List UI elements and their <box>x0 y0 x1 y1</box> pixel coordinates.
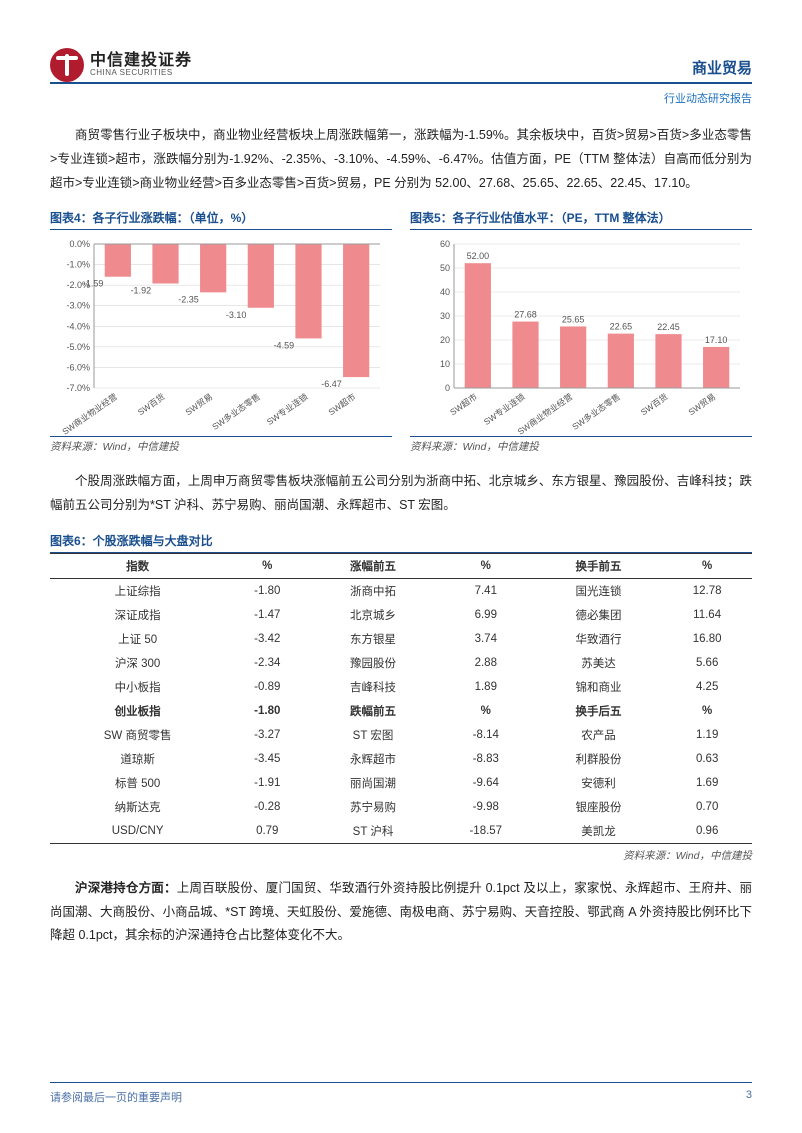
table-col-header: % <box>662 553 752 578</box>
svg-text:17.10: 17.10 <box>705 335 728 345</box>
svg-text:0.0%: 0.0% <box>69 239 90 249</box>
svg-text:SW专业连锁: SW专业连锁 <box>265 391 310 427</box>
svg-text:SW百货: SW百货 <box>136 391 167 417</box>
svg-text:-1.59: -1.59 <box>83 279 104 289</box>
svg-text:SW多业态零售: SW多业态零售 <box>210 392 262 432</box>
svg-text:-4.59: -4.59 <box>274 341 295 351</box>
chart4-svg: -7.0%-6.0%-5.0%-4.0%-3.0%-2.0%-1.0%0.0%-… <box>50 236 392 436</box>
chart4-title: 图表4：各子行业涨跌幅：（单位，%） <box>50 209 392 230</box>
logo-en: CHINA SECURITIES <box>90 69 192 78</box>
svg-text:25.65: 25.65 <box>562 315 585 325</box>
logo-block: 中信建投证券 CHINA SECURITIES <box>50 48 192 82</box>
paragraph-1: 商贸零售行业子板块中，商业物业经营板块上周涨跌幅第一，涨跌幅为-1.59%。其余… <box>50 124 752 195</box>
svg-text:20: 20 <box>440 335 450 345</box>
svg-text:-3.10: -3.10 <box>226 310 247 320</box>
svg-text:60: 60 <box>440 239 450 249</box>
table-row: 上证综指-1.80浙商中拓7.41国光连锁12.78 <box>50 578 752 603</box>
footer-left: 请参阅最后一页的重要声明 <box>50 1089 182 1105</box>
svg-text:SW商业物业经营: SW商业物业经营 <box>60 392 119 437</box>
paragraph-2: 个股周涨跌幅方面，上周申万商贸零售板块涨幅前五公司分别为浙商中拓、北京城乡、东方… <box>50 470 752 518</box>
chart4-source: 资料来源：Wind，中信建投 <box>50 436 392 454</box>
svg-text:27.68: 27.68 <box>514 310 537 320</box>
table-col-header: 换手前五 <box>535 553 662 578</box>
table-col-header: 涨幅前五 <box>309 553 436 578</box>
table-row: 纳斯达克-0.28苏宁易购-9.98银座股份0.70 <box>50 795 752 819</box>
table-row: 标普 500-1.91丽尚国潮-9.64安德利1.69 <box>50 771 752 795</box>
paragraph-3: 沪深港持仓方面：上周百联股份、厦门国贸、华致酒行外资持股比例提升 0.1pct … <box>50 877 752 948</box>
chart5-title: 图表5：各子行业估值水平：（PE，TTM 整体法） <box>410 209 752 230</box>
svg-text:-4.0%: -4.0% <box>66 322 90 332</box>
svg-text:40: 40 <box>440 287 450 297</box>
table6-title: 图表6：个股涨跌幅与大盘对比 <box>50 532 752 553</box>
table6: 指数%涨幅前五%换手前五% 上证综指-1.80浙商中拓7.41国光连锁12.78… <box>50 553 752 844</box>
svg-text:SW超市: SW超市 <box>326 391 357 417</box>
svg-text:22.65: 22.65 <box>610 322 633 332</box>
svg-text:SW超市: SW超市 <box>448 391 479 417</box>
svg-text:10: 10 <box>440 359 450 369</box>
svg-text:-2.35: -2.35 <box>178 295 199 305</box>
table6-source: 资料来源：Wind，中信建投 <box>50 846 752 863</box>
svg-text:SW百货: SW百货 <box>639 391 670 417</box>
table-row: 上证 50-3.42东方银星3.74华致酒行16.80 <box>50 627 752 651</box>
svg-text:22.45: 22.45 <box>657 322 680 332</box>
page-header: 中信建投证券 CHINA SECURITIES 商业贸易 <box>50 48 752 84</box>
table-row: SW 商贸零售-3.27ST 宏图-8.14农产品1.19 <box>50 723 752 747</box>
svg-text:-1.0%: -1.0% <box>66 260 90 270</box>
svg-text:-6.0%: -6.0% <box>66 363 90 373</box>
svg-text:50: 50 <box>440 263 450 273</box>
page-footer: 请参阅最后一页的重要声明 3 <box>50 1082 752 1105</box>
table-row: 道琼斯-3.45永辉超市-8.83利群股份0.63 <box>50 747 752 771</box>
svg-text:-5.0%: -5.0% <box>66 342 90 352</box>
svg-text:-7.0%: -7.0% <box>66 383 90 393</box>
table-row: 深证成指-1.47北京城乡6.99德必集团11.64 <box>50 603 752 627</box>
header-subtitle: 行业动态研究报告 <box>50 90 752 106</box>
svg-text:52.00: 52.00 <box>467 251 490 261</box>
svg-text:-6.47: -6.47 <box>321 379 342 389</box>
table-col-header: % <box>437 553 535 578</box>
svg-text:SW贸易: SW贸易 <box>183 392 214 418</box>
chart5-block: 图表5：各子行业估值水平：（PE，TTM 整体法） 0 10 20 30 40 50 60 5… <box>410 209 752 466</box>
svg-text:-3.0%: -3.0% <box>66 301 90 311</box>
header-title: 商业贸易 <box>692 57 752 82</box>
svg-text:0: 0 <box>445 383 450 393</box>
svg-text:-1.92: -1.92 <box>131 286 152 296</box>
logo-icon <box>50 48 84 82</box>
svg-text:SW专业连锁: SW专业连锁 <box>482 391 527 427</box>
table-col-header: 指数 <box>50 553 225 578</box>
chart5-svg: 0 10 20 30 40 50 60 52.00 SW超市 27.68 SW专业连锁 25.65 SW… <box>410 236 752 436</box>
table-mid-header: 创业板指-1.80跌幅前五%换手后五% <box>50 699 752 723</box>
table-row: 沪深 300-2.34豫园股份2.88苏美达5.66 <box>50 651 752 675</box>
chart5-source: 资料来源：Wind，中信建投 <box>410 436 752 454</box>
chart4-block: 图表4：各子行业涨跌幅：（单位，%） -7.0% -6.0% -5.0% -4.0% -… <box>50 209 392 466</box>
footer-page-number: 3 <box>746 1089 752 1105</box>
para3-lead: 沪深港持仓方面： <box>75 881 177 895</box>
table-col-header: % <box>225 553 309 578</box>
svg-text:SW贸易: SW贸易 <box>686 392 717 418</box>
svg-text:SW多业态零售: SW多业态零售 <box>570 392 622 432</box>
logo-cn: 中信建投证券 <box>90 52 192 70</box>
svg-text:30: 30 <box>440 311 450 321</box>
table-row: 中小板指-0.89吉峰科技1.89锦和商业4.25 <box>50 675 752 699</box>
table-row: USD/CNY0.79ST 沪科-18.57美凯龙0.96 <box>50 819 752 844</box>
